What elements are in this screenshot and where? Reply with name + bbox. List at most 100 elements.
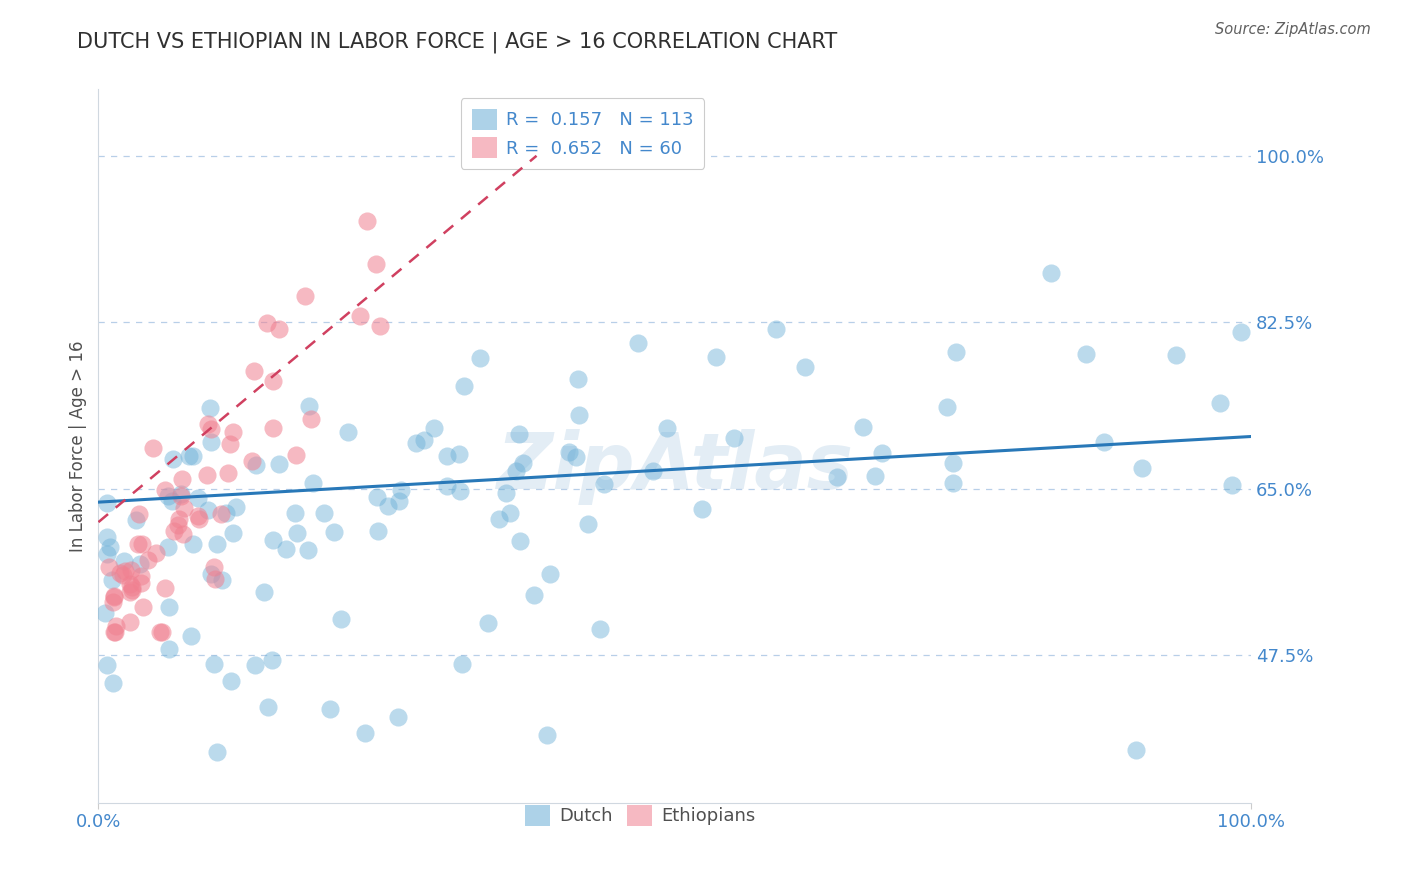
- Point: [145, 546, 167, 560]
- Point: [366, 490, 388, 504]
- Point: [167, 517, 190, 532]
- Point: [262, 420, 284, 434]
- Point: [353, 725, 375, 739]
- Point: [125, 513, 148, 527]
- Point: [285, 526, 308, 541]
- Point: [128, 508, 150, 522]
- Point: [706, 350, 728, 364]
- Point: [942, 475, 965, 490]
- Point: [136, 552, 159, 566]
- Legend: Dutch, Ethiopians: Dutch, Ethiopians: [517, 797, 763, 833]
- Point: [103, 624, 125, 639]
- Point: [253, 585, 276, 599]
- Point: [793, 359, 815, 374]
- Point: [509, 533, 531, 548]
- Point: [256, 316, 278, 330]
- Point: [103, 589, 125, 603]
- Point: [157, 489, 180, 503]
- Point: [565, 450, 588, 465]
- Point: [284, 506, 307, 520]
- Point: [163, 524, 186, 538]
- Point: [100, 573, 122, 587]
- Point: [260, 653, 283, 667]
- Point: [276, 542, 298, 557]
- Point: [349, 309, 371, 323]
- Point: [388, 493, 411, 508]
- Point: [104, 624, 127, 639]
- Point: [1209, 396, 1232, 410]
- Point: [97, 560, 120, 574]
- Point: [299, 412, 322, 426]
- Point: [765, 322, 787, 336]
- Point: [195, 467, 218, 482]
- Point: [377, 500, 399, 514]
- Point: [103, 590, 125, 604]
- Point: [499, 507, 522, 521]
- Point: [93, 606, 115, 620]
- Point: [505, 464, 527, 478]
- Point: [221, 526, 243, 541]
- Point: [302, 475, 325, 490]
- Point: [285, 448, 308, 462]
- Point: [364, 257, 387, 271]
- Point: [121, 583, 143, 598]
- Point: [118, 615, 141, 630]
- Point: [568, 408, 591, 422]
- Point: [468, 351, 491, 365]
- Point: [512, 456, 534, 470]
- Point: [187, 508, 209, 523]
- Point: [198, 401, 221, 415]
- Point: [1040, 266, 1063, 280]
- Point: [495, 485, 517, 500]
- Point: [179, 449, 201, 463]
- Point: [1092, 434, 1115, 449]
- Point: [197, 503, 219, 517]
- Point: [153, 483, 176, 497]
- Point: [129, 576, 152, 591]
- Point: [262, 374, 284, 388]
- Point: [488, 512, 510, 526]
- Point: [150, 624, 173, 639]
- Point: [422, 420, 444, 434]
- Point: [101, 595, 124, 609]
- Point: [1074, 347, 1097, 361]
- Point: [167, 512, 190, 526]
- Point: [536, 728, 558, 742]
- Point: [202, 657, 225, 671]
- Point: [103, 676, 125, 690]
- Text: Source: ZipAtlas.com: Source: ZipAtlas.com: [1215, 22, 1371, 37]
- Point: [219, 674, 242, 689]
- Point: [576, 516, 599, 531]
- Point: [149, 624, 172, 639]
- Point: [323, 524, 346, 539]
- Point: [170, 490, 193, 504]
- Point: [142, 441, 165, 455]
- Point: [262, 533, 284, 547]
- Point: [356, 214, 378, 228]
- Point: [872, 446, 894, 460]
- Point: [170, 472, 193, 486]
- Point: [170, 487, 193, 501]
- Point: [942, 456, 965, 470]
- Point: [297, 399, 319, 413]
- Point: [337, 425, 360, 439]
- Point: [319, 702, 342, 716]
- Point: [1132, 461, 1154, 475]
- Point: [209, 508, 232, 522]
- Point: [451, 657, 474, 671]
- Point: [207, 745, 229, 759]
- Point: [852, 420, 875, 434]
- Point: [477, 616, 499, 631]
- Point: [120, 563, 142, 577]
- Point: [1164, 347, 1187, 361]
- Point: [935, 400, 957, 414]
- Point: [98, 540, 121, 554]
- Point: [825, 469, 848, 483]
- Point: [1125, 743, 1147, 757]
- Point: [187, 491, 209, 505]
- Point: [1220, 478, 1243, 492]
- Point: [692, 502, 714, 516]
- Point: [114, 564, 136, 578]
- Point: [112, 567, 135, 582]
- Point: [205, 536, 228, 550]
